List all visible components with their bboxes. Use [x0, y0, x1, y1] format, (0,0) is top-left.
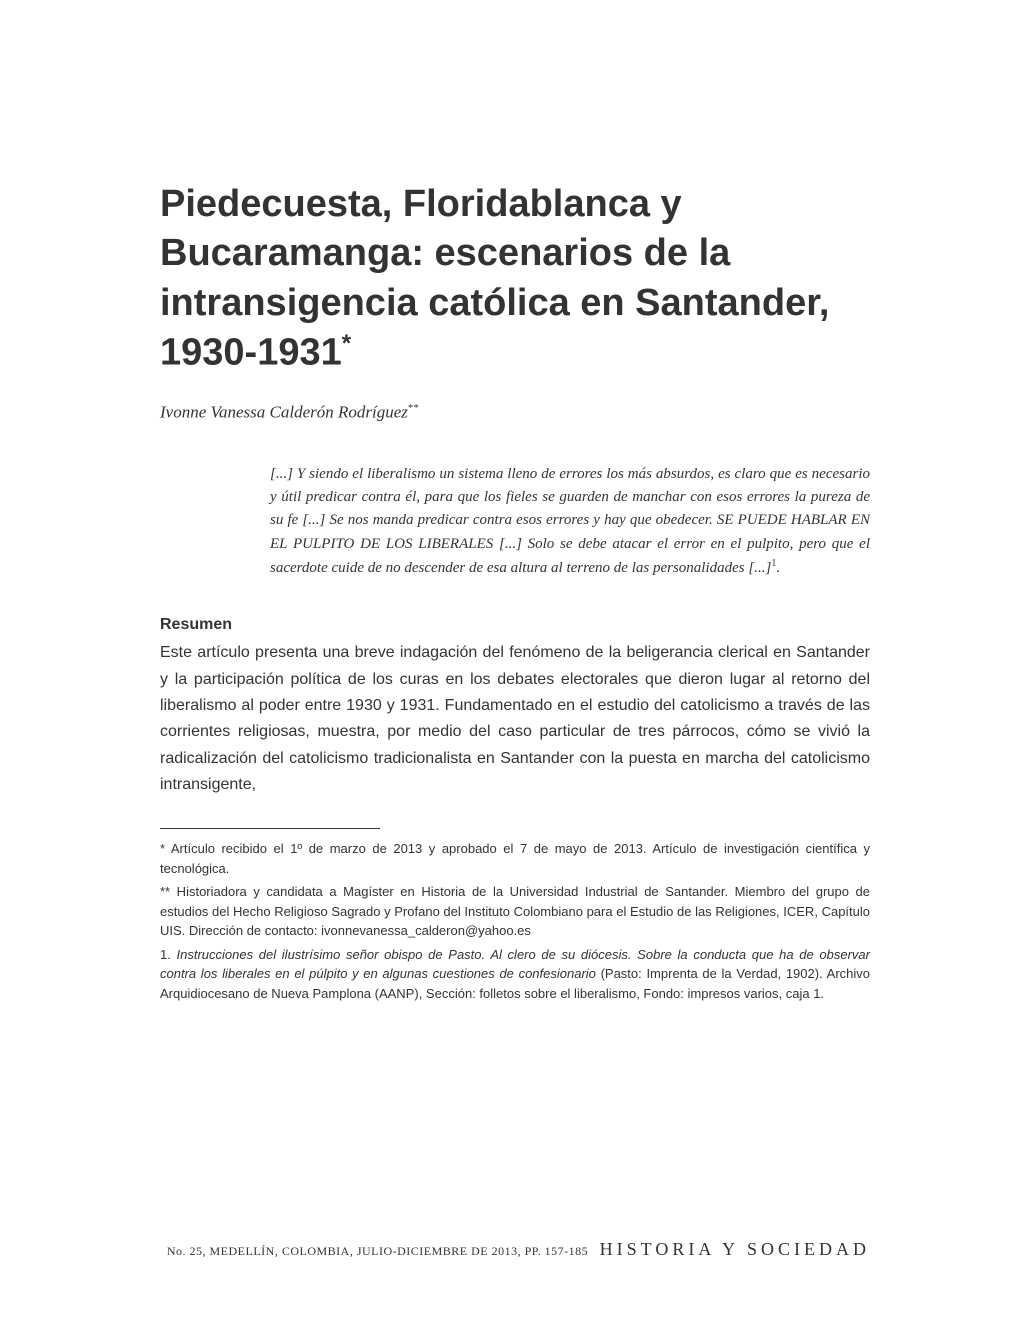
author-marker: **: [408, 402, 419, 414]
article-title: Piedecuesta, Floridablanca y Bucaramanga…: [160, 180, 870, 378]
abstract-heading: Resumen: [160, 616, 870, 634]
abstract-text: Este artículo presenta una breve indagac…: [160, 640, 870, 798]
page-footer: No. 25, MEDELLÍN, COLOMBIA, JULIO-DICIEM…: [160, 1239, 870, 1260]
footnote-2: ** Historiadora y candidata a Magíster e…: [160, 882, 870, 941]
author-line: Ivonne Vanessa Calderón Rodríguez**: [160, 402, 870, 423]
footer-issue: No. 25, MEDELLÍN, COLOMBIA, JULIO-DICIEM…: [167, 1244, 588, 1258]
footnote-separator: [160, 828, 380, 829]
title-text: Piedecuesta, Floridablanca y Bucaramanga…: [160, 183, 829, 374]
footnote-3: 1. Instrucciones del ilustrísimo señor o…: [160, 945, 870, 1004]
epigraph-end: .: [776, 560, 780, 576]
title-asterisk: *: [342, 330, 351, 357]
epigraph: [...] Y siendo el liberalismo un sistema…: [270, 463, 870, 580]
footnote-3-prefix: 1.: [160, 947, 177, 962]
footnotes: * Artículo recibido el 1º de marzo de 20…: [160, 839, 870, 1003]
author-name: Ivonne Vanessa Calderón Rodríguez: [160, 403, 408, 422]
footer-journal: HISTORIA Y SOCIEDAD: [600, 1239, 870, 1259]
footnote-1: * Artículo recibido el 1º de marzo de 20…: [160, 839, 870, 878]
